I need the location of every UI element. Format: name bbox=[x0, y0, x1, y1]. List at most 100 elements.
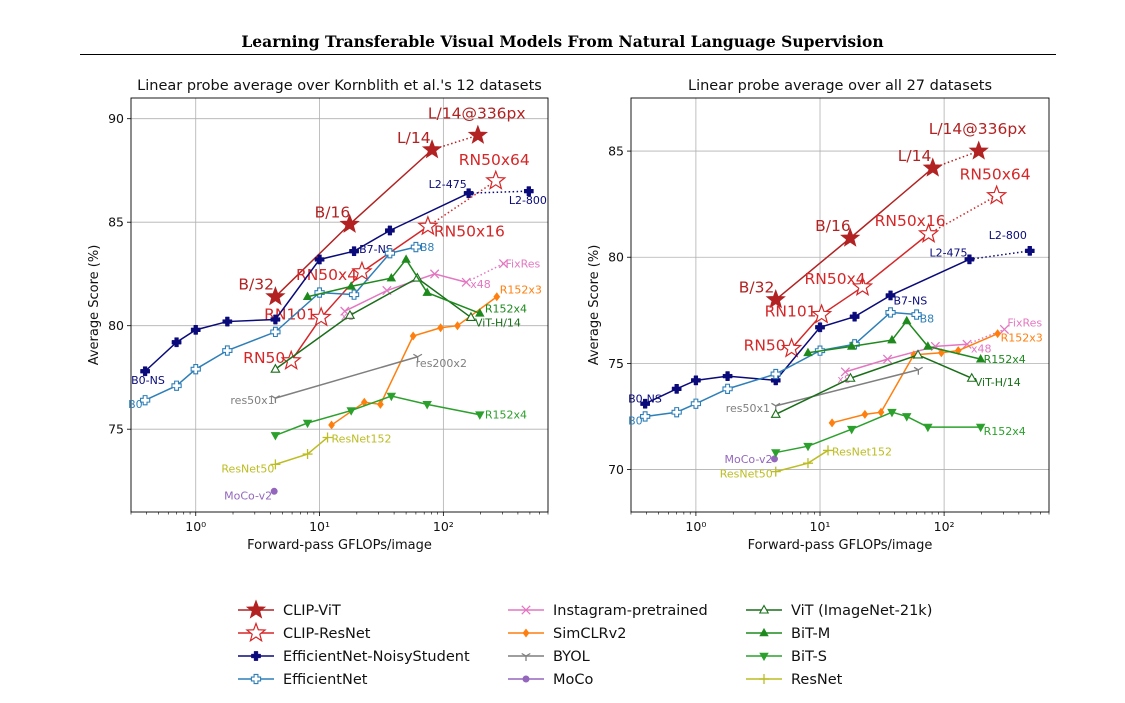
data-point bbox=[463, 188, 474, 199]
data-point bbox=[348, 289, 360, 300]
point-label: B/16 bbox=[815, 217, 851, 235]
data-point bbox=[722, 371, 733, 381]
point-label: RN50 bbox=[744, 337, 786, 355]
legend-marker bbox=[759, 674, 769, 684]
legend-label: ResNet bbox=[791, 672, 843, 688]
point-label: x48 bbox=[470, 278, 491, 291]
point-label: RN50x16 bbox=[434, 222, 505, 240]
data-point bbox=[270, 395, 281, 404]
data-point bbox=[270, 326, 281, 338]
point-label: ResNet50 bbox=[720, 468, 773, 481]
data-point bbox=[771, 449, 781, 458]
data-point bbox=[917, 222, 940, 243]
legend-item-clip-resnet: CLIP-ResNet bbox=[238, 621, 371, 643]
legend-label: CLIP-ViT bbox=[283, 603, 341, 619]
series-line-dotted bbox=[427, 180, 497, 227]
legend-marker bbox=[759, 627, 769, 637]
point-label: res50x1 bbox=[726, 402, 770, 415]
data-point bbox=[351, 260, 373, 281]
y-axis-label: Average Score (%) bbox=[587, 245, 602, 366]
point-label: L/14@336px bbox=[929, 120, 1027, 138]
legend-item-efficientnet: EfficientNet bbox=[238, 672, 368, 688]
series-bit-s: R152x4 bbox=[771, 408, 1026, 458]
series-byol: res50x1 res200x2 bbox=[230, 353, 467, 407]
x-tick-label: 10⁰ bbox=[185, 519, 206, 534]
y-axis-label: Average Score (%) bbox=[87, 245, 102, 366]
data-point bbox=[765, 289, 786, 309]
chart-kornblith-12: 10⁰ 10¹ 10² 75 80 85 90 Linear probe average ov… bbox=[87, 78, 549, 553]
data-point bbox=[810, 303, 833, 324]
data-point bbox=[780, 337, 803, 358]
data-point bbox=[437, 323, 444, 333]
point-label: R152x4 bbox=[485, 409, 527, 422]
data-point bbox=[923, 423, 933, 433]
point-label: B7-NS bbox=[894, 294, 928, 307]
y-tick-label: 75 bbox=[108, 422, 124, 437]
data-point bbox=[314, 254, 325, 265]
data-point bbox=[349, 246, 359, 257]
legend-label: BiT-S bbox=[791, 649, 827, 665]
data-point bbox=[265, 286, 286, 306]
data-point bbox=[386, 272, 397, 282]
point-label: R152x3 bbox=[500, 284, 542, 297]
point-label: B0 bbox=[628, 414, 643, 427]
y-tick-label: 85 bbox=[108, 215, 124, 230]
data-point bbox=[770, 368, 781, 380]
point-label: L2-800 bbox=[509, 194, 547, 207]
data-point bbox=[139, 395, 151, 406]
data-point bbox=[384, 248, 396, 259]
y-tick-label: 70 bbox=[608, 462, 624, 477]
legend-marker bbox=[245, 599, 267, 619]
legend-item-byol: BYOL bbox=[508, 649, 590, 665]
legend-marker bbox=[522, 675, 530, 683]
point-label: RN50x4 bbox=[296, 266, 357, 284]
y-tick-label: 80 bbox=[108, 318, 124, 333]
point-label: B8 bbox=[420, 241, 435, 254]
series-bit-m: R152x4 bbox=[302, 254, 527, 317]
point-label: RN50 bbox=[243, 349, 285, 367]
data-point bbox=[887, 334, 897, 344]
data-point bbox=[493, 292, 501, 302]
series-bit-m: R152x4 bbox=[803, 315, 1026, 366]
data-point bbox=[861, 409, 869, 419]
data-point bbox=[270, 487, 278, 495]
data-point bbox=[461, 277, 471, 287]
data-point bbox=[922, 157, 943, 177]
legend-marker bbox=[245, 621, 267, 643]
data-point bbox=[328, 420, 335, 430]
data-point bbox=[421, 139, 443, 159]
legend-item-simclrv2: SimCLRv2 bbox=[508, 626, 626, 642]
series-line-dotted bbox=[966, 328, 1005, 345]
y-tick-label: 90 bbox=[108, 111, 124, 126]
data-point bbox=[401, 254, 411, 263]
legend-marker bbox=[522, 628, 530, 638]
x-axis-label: Forward-pass GFLOPs/image bbox=[748, 538, 933, 553]
series-efficientnet: B0 B8 bbox=[628, 307, 934, 427]
data-point bbox=[912, 349, 924, 359]
data-point bbox=[999, 324, 1010, 335]
data-point bbox=[270, 432, 281, 441]
data-point bbox=[913, 366, 923, 375]
data-point bbox=[413, 353, 423, 362]
data-point bbox=[885, 290, 896, 301]
data-point bbox=[190, 324, 201, 335]
series-line bbox=[775, 369, 919, 407]
data-point bbox=[385, 225, 395, 236]
series-moco: MoCo-v2 bbox=[725, 453, 779, 466]
point-label: FixRes bbox=[1007, 316, 1042, 329]
point-label: ViT-H/14 bbox=[975, 376, 1021, 389]
data-point bbox=[815, 322, 825, 333]
series-line bbox=[645, 311, 917, 418]
data-point bbox=[923, 341, 933, 350]
point-label: L/14 bbox=[397, 129, 431, 147]
data-point bbox=[346, 281, 356, 290]
series-line bbox=[275, 356, 418, 399]
series-line bbox=[274, 277, 472, 370]
chart-title: Linear probe average over Kornblith et a… bbox=[137, 78, 542, 94]
series-clip-vit: B/32 B/16 L/14 L/14@336px bbox=[739, 120, 1027, 309]
data-point bbox=[802, 458, 813, 469]
data-point bbox=[344, 309, 356, 319]
data-point bbox=[954, 346, 962, 356]
chart-all-27: 10⁰ 10¹ 10² 70 75 80 85 Linear probe average ov… bbox=[587, 78, 1050, 553]
point-label: L/14 bbox=[898, 147, 932, 165]
